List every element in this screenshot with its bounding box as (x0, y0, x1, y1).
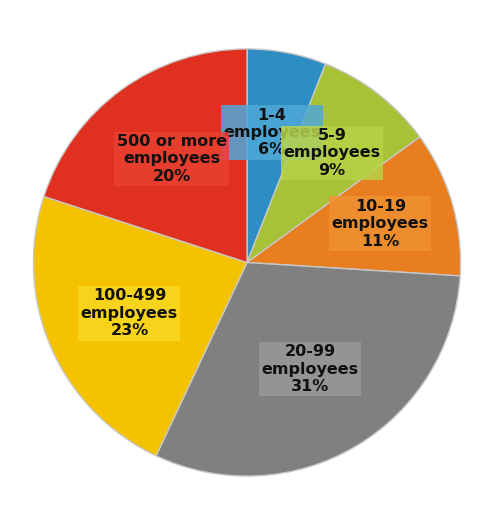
Wedge shape (156, 262, 460, 476)
Wedge shape (247, 49, 326, 262)
Text: 5-9
employees
9%: 5-9 employees 9% (284, 128, 381, 177)
Text: 500 or more
employees
20%: 500 or more employees 20% (117, 134, 227, 184)
Text: 20-99
employees
31%: 20-99 employees 31% (261, 344, 359, 394)
Wedge shape (34, 196, 247, 456)
Wedge shape (44, 49, 247, 262)
Text: 100-499
employees
23%: 100-499 employees 23% (81, 289, 178, 338)
Wedge shape (247, 137, 460, 276)
Text: 10-19
employees
11%: 10-19 employees 11% (332, 199, 429, 249)
Text: 1-4
employees
6%: 1-4 employees 6% (223, 108, 321, 158)
Wedge shape (247, 64, 420, 262)
